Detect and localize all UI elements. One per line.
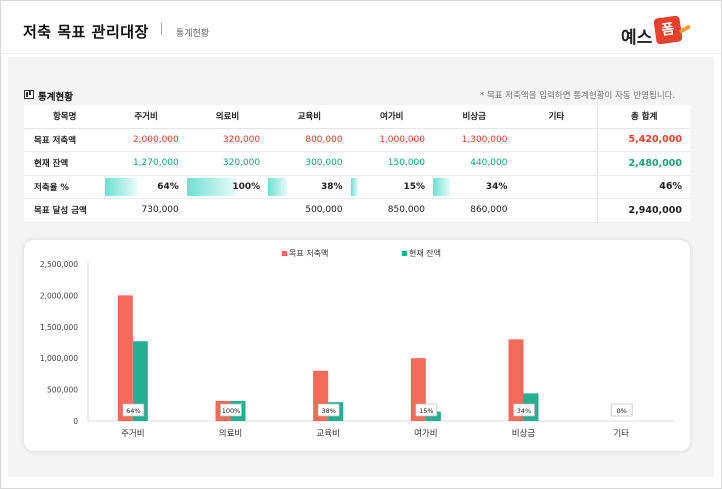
rate-value: 100% xyxy=(232,181,261,192)
x-tick-label: 여가비 xyxy=(414,428,437,439)
section-title: 통계현황 xyxy=(38,92,73,103)
rate-cell xyxy=(515,175,598,199)
current-cell[interactable]: 150,000 xyxy=(350,151,433,176)
table-row-rate: 저축율 % 64% 100% 38% 15% 34% 46% xyxy=(24,175,690,199)
remaining-cell: 500,000 xyxy=(268,198,351,223)
target-total: 5,420,000 xyxy=(597,128,690,152)
brand-logo: 예스 폼 xyxy=(621,15,701,48)
stats-table: 항목명 주거비 의료비 교육비 여가비 비상금 기타 총 합계 목표 저축액 2… xyxy=(24,105,690,223)
y-tick-label: 2,000,000 xyxy=(40,291,78,300)
rate-value: 64% xyxy=(157,181,179,192)
x-tick-label: 주거비 xyxy=(121,429,144,439)
x-tick-label: 기타 xyxy=(613,429,629,439)
x-tick-label: 의료비 xyxy=(219,428,242,439)
bar-chart: 0 500,000 1,000,000 1,500,000 2,000,000 2,500… xyxy=(40,248,674,439)
title-separator xyxy=(161,23,162,35)
rate-value: 15% xyxy=(403,181,425,192)
data-label-box xyxy=(122,403,145,417)
header-cell: 의료비 xyxy=(186,105,269,129)
data-label: 38% xyxy=(321,407,335,415)
header-cell: 기타 xyxy=(515,105,598,129)
y-tick-label: 2,500,000 xyxy=(40,260,78,269)
legend-label: 현재 잔액 xyxy=(409,248,441,258)
current-cell[interactable] xyxy=(515,151,598,176)
data-label-box xyxy=(610,403,633,417)
target-cell[interactable]: 2,000,000 xyxy=(105,128,187,152)
header-cell: 여가비 xyxy=(350,105,433,129)
target-cell[interactable]: 1,300,000 xyxy=(433,128,516,152)
legend-swatch xyxy=(282,251,287,256)
section-note: * 목표 저축액을 입력하면 통계현황이 자동 반영됩니다. xyxy=(480,91,676,101)
data-label: 34% xyxy=(517,407,531,415)
rate-bar xyxy=(105,177,137,196)
header-cell: 주거비 xyxy=(105,105,187,129)
bar-current xyxy=(132,341,148,421)
current-cell[interactable]: 1,270,000 xyxy=(105,151,187,176)
row-label: 목표 달성 금액 xyxy=(24,198,106,223)
rate-cell: 34% xyxy=(433,175,516,199)
table-row-target: 목표 저축액 2,000,000 320,000 800,000 1,000,0… xyxy=(24,128,690,152)
row-label: 현재 잔액 xyxy=(24,151,106,176)
rate-bar xyxy=(433,177,450,196)
bar-target xyxy=(508,339,524,421)
current-cell[interactable]: 440,000 xyxy=(433,151,516,176)
row-label: 목표 저축액 xyxy=(24,128,106,152)
rate-cell: 38% xyxy=(268,175,351,199)
current-total: 2,480,000 xyxy=(597,151,690,176)
page-header: 저축 목표 관리대장 통계현황 예스 폼 xyxy=(1,1,721,54)
rate-bar xyxy=(186,177,236,196)
rate-cell: 100% xyxy=(186,175,269,199)
remaining-total: 2,940,000 xyxy=(597,198,690,223)
rate-value: 34% xyxy=(485,181,508,192)
target-cell[interactable]: 800,000 xyxy=(268,128,351,152)
data-label-box xyxy=(220,403,242,417)
rate-value: 38% xyxy=(321,181,343,192)
table-row-current: 현재 잔액 1,270,000 320,000 300,000 150,000 … xyxy=(24,151,690,176)
rate-bar xyxy=(268,177,287,196)
y-tick-label: 1,500,000 xyxy=(40,323,78,332)
remaining-cell xyxy=(186,198,269,223)
target-cell[interactable] xyxy=(515,128,598,152)
remaining-cell: 860,000 xyxy=(433,198,516,223)
y-tick-label: 1,000,000 xyxy=(40,354,78,363)
data-label: 0% xyxy=(617,407,627,415)
bar-target xyxy=(117,295,133,421)
data-label-box xyxy=(513,403,535,417)
x-tick-label: 교육비 xyxy=(316,429,339,439)
y-tick-label: 0 xyxy=(73,417,78,426)
current-cell[interactable]: 300,000 xyxy=(268,151,351,176)
chart-card: 0 500,000 1,000,000 1,500,000 2,000,000 2,500… xyxy=(24,240,690,451)
logo-text: 예스 xyxy=(621,28,653,48)
legend-label: 목표 저축액 xyxy=(289,248,328,258)
page-subtitle: 통계현황 xyxy=(176,29,210,39)
data-label: 64% xyxy=(126,407,140,415)
rate-total: 46% xyxy=(597,175,690,199)
row-label: 저축율 % xyxy=(24,175,106,199)
target-cell[interactable]: 320,000 xyxy=(186,128,269,152)
chart-icon xyxy=(24,90,34,99)
header-cell: 항목명 xyxy=(24,105,106,129)
target-cell[interactable]: 1,000,000 xyxy=(350,128,433,152)
current-cell[interactable]: 320,000 xyxy=(186,151,269,176)
x-tick-label: 비상금 xyxy=(512,428,536,439)
rate-cell: 15% xyxy=(350,175,433,199)
header-cell-total: 총 합계 xyxy=(597,105,690,129)
page-title: 저축 목표 관리대장 xyxy=(23,23,149,41)
rate-bar xyxy=(350,177,358,196)
remaining-cell: 730,000 xyxy=(105,198,187,223)
header-cell: 비상금 xyxy=(433,105,516,129)
table-header-row: 항목명 주거비 의료비 교육비 여가비 비상금 기타 총 합계 xyxy=(24,105,690,129)
data-label: 100% xyxy=(222,407,241,415)
remaining-cell xyxy=(515,198,598,223)
remaining-cell: 850,000 xyxy=(350,198,433,223)
legend-swatch xyxy=(402,251,407,256)
table-row-remaining: 목표 달성 금액 730,000 500,000 850,000 860,000… xyxy=(24,198,690,223)
header-cell: 교육비 xyxy=(268,105,351,129)
data-label-box xyxy=(415,403,438,417)
data-label: 15% xyxy=(419,407,433,415)
y-tick-label: 500,000 xyxy=(47,386,78,395)
data-label-box xyxy=(317,403,340,417)
rate-cell: 64% xyxy=(105,175,187,199)
